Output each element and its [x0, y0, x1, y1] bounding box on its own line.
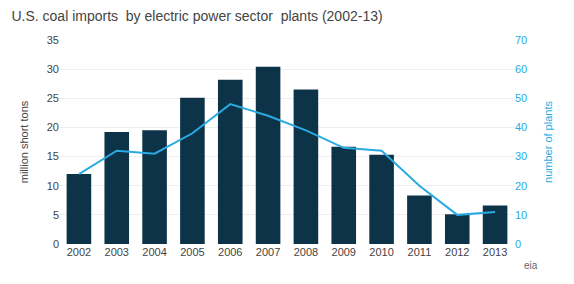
- svg-text:5: 5: [53, 209, 59, 221]
- svg-text:2002: 2002: [67, 246, 91, 258]
- svg-text:U.S. coal imports by electric: U.S. coal imports by electric power sect…: [11, 8, 382, 24]
- svg-text:20: 20: [515, 180, 527, 192]
- svg-text:2010: 2010: [369, 246, 393, 258]
- svg-text:10: 10: [47, 180, 59, 192]
- svg-text:40: 40: [515, 121, 527, 133]
- svg-text:15: 15: [47, 150, 59, 162]
- svg-text:25: 25: [47, 92, 59, 104]
- svg-text:30: 30: [47, 63, 59, 75]
- svg-text:2011: 2011: [408, 246, 432, 258]
- svg-text:30: 30: [515, 150, 527, 162]
- svg-text:0: 0: [53, 238, 59, 250]
- svg-text:2009: 2009: [332, 246, 356, 258]
- svg-text:70: 70: [515, 34, 527, 46]
- svg-text:2007: 2007: [256, 246, 280, 258]
- svg-text:2005: 2005: [180, 246, 204, 258]
- svg-text:eia: eia: [524, 260, 538, 271]
- svg-text:10: 10: [515, 209, 527, 221]
- svg-text:60: 60: [515, 63, 527, 75]
- svg-text:2012: 2012: [445, 246, 469, 258]
- svg-text:2013: 2013: [483, 246, 507, 258]
- svg-text:number of plants: number of plants: [542, 101, 554, 183]
- svg-text:20: 20: [47, 121, 59, 133]
- svg-text:0: 0: [515, 238, 521, 250]
- svg-text:35: 35: [47, 34, 59, 46]
- svg-text:2004: 2004: [142, 246, 166, 258]
- svg-text:2008: 2008: [294, 246, 318, 258]
- svg-text:million short tons: million short tons: [18, 100, 30, 183]
- svg-text:2006: 2006: [218, 246, 242, 258]
- svg-text:50: 50: [515, 92, 527, 104]
- svg-text:2003: 2003: [105, 246, 129, 258]
